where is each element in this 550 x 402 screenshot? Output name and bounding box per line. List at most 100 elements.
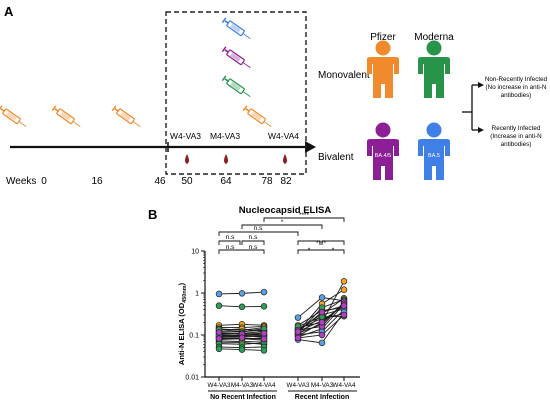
data-point-no-recent-12-1	[238, 303, 246, 311]
sig-left-bottom-2: n.s	[249, 244, 258, 251]
y-tick-label: 0.01	[185, 375, 199, 382]
data-point-no-recent-22-2	[260, 335, 268, 343]
bivalent-pfizer-strain: BA.4/5	[375, 153, 392, 159]
y-tick-label: 1	[195, 291, 199, 298]
blood-drop-icon-1	[185, 154, 189, 164]
syringe-icon-7	[221, 75, 251, 97]
data-point-no-recent-19-0	[215, 290, 223, 298]
week-tick-50: 50	[181, 176, 193, 187]
highlight-box	[165, 11, 307, 175]
outcome-recent-line3: antibodies)	[501, 141, 532, 148]
x-tick-label: W4-VA3	[208, 382, 231, 389]
data-point-recent-17-2	[340, 311, 348, 319]
person-icon-pfizer-bivalent	[367, 122, 399, 180]
timeline-arrowhead	[305, 141, 316, 153]
y-axis-label-close: )	[177, 282, 186, 285]
x-tick-label: W4-VA3	[287, 382, 310, 389]
syringe-icon-3	[111, 105, 141, 127]
x-tick-label: M4-VA3	[311, 382, 334, 389]
data-point-recent-16-1	[318, 308, 326, 316]
person-icon-pfizer-monovalent	[367, 40, 399, 98]
data-point-recent-1-2	[340, 286, 348, 293]
outcome-non-recent-line3: antibodies)	[501, 92, 532, 99]
visit-label-w4-va4: W4-VA4	[268, 131, 299, 141]
data-point-no-recent-22-0	[215, 335, 223, 342]
sig-span-mid: n.s	[254, 225, 263, 232]
x-tick-label: W4-VA4	[253, 382, 276, 389]
week-tick-16: 16	[91, 176, 103, 187]
y-axis-label: Anti-N ELISA (OD450nm)	[177, 282, 188, 365]
syringe-icon-1	[0, 105, 27, 127]
week-tick-46: 46	[154, 176, 166, 187]
outcome-recent: Recently Infected (Increase in anti-N an…	[490, 125, 542, 148]
y-axis-label-main: Anti-N ELISA (OD	[177, 302, 186, 365]
syringe-icon-4	[242, 105, 272, 127]
sig-right-top: ****	[316, 240, 327, 247]
y-tick-label: 10	[191, 249, 199, 256]
data-point-no-recent-21-2	[260, 330, 268, 337]
y-axis-label-line1: Anti-N ELISA (OD450nm)	[177, 282, 188, 365]
data-point-no-recent-12-0	[215, 302, 223, 309]
bivalent-label: Bivalent	[318, 152, 354, 163]
significance-labels: n.s n.s n.s n.s n.s * **** **** * *	[226, 212, 335, 254]
outcome-non-recent-line2: (No increase in anti-N	[486, 84, 547, 91]
data-point-no-recent-18-2	[260, 347, 268, 354]
chart-title: Nucleocapsid ELISA	[239, 205, 332, 216]
group-label-recent: Recent Infection	[295, 394, 349, 401]
arrow-icon-outcome-1	[478, 82, 484, 88]
outcome-non-recent-line1: Non-Recently Infected	[485, 76, 548, 83]
data-point-recent-11-0	[294, 314, 302, 321]
y-tick-label: 0.1	[189, 333, 199, 340]
week-tick-82: 82	[280, 176, 292, 187]
x-tick-label: M4-VA3	[231, 382, 254, 389]
sig-left-top-2: n.s	[249, 234, 258, 241]
bivalent-moderna-strain: BA.5	[428, 153, 440, 159]
data-point-recent-0-2	[340, 278, 348, 285]
x-tick-label: W4-VA4	[333, 382, 356, 389]
week-tick-0: 0	[41, 176, 47, 187]
data-point-recent-17-1	[318, 331, 326, 339]
sig-left-top-1: n.s	[226, 234, 235, 241]
group-label-no-recent: No Recent Infection	[210, 394, 276, 401]
panel-a-label: A	[4, 4, 14, 19]
data-point-recent-16-2	[340, 302, 348, 309]
outcome-non-recent: Non-Recently Infected (No increase in an…	[485, 76, 548, 99]
data-point-no-recent-18-0	[215, 345, 223, 353]
pfizer-header: Pfizer	[370, 32, 396, 43]
moderna-header: Moderna	[414, 32, 454, 43]
syringe-icon-2	[51, 105, 81, 127]
visit-label-w4-va3: W4-VA3	[170, 131, 201, 141]
sig-span-star4: ****	[299, 212, 310, 219]
significance-brackets	[218, 217, 345, 254]
y-axis-ticks: 0.01 0.1 1 10	[185, 249, 205, 382]
data-point-no-recent-21-0	[215, 329, 223, 336]
arrow-icon-outcome-2	[478, 127, 484, 133]
data-point-recent-15-1	[318, 319, 326, 326]
week-tick-78: 78	[261, 176, 273, 187]
data-point-recent-11-1	[318, 294, 326, 301]
outcome-recent-line2: (Increase in anti-N	[490, 133, 542, 140]
data-point-no-recent-22-1	[238, 334, 246, 342]
sig-right-bottom-2: *	[332, 247, 335, 254]
syringe-icon-6	[221, 46, 251, 68]
plot-points	[215, 278, 348, 354]
data-point-no-recent-19-2	[260, 288, 268, 296]
outcome-branch	[462, 84, 478, 131]
visit-label-m4-va3: M4-VA3	[210, 131, 240, 141]
syringe-icon-5	[221, 17, 251, 39]
data-point-no-recent-19-1	[238, 290, 246, 297]
person-icon-moderna-bivalent	[418, 122, 450, 180]
data-point-recent-16-0	[294, 328, 302, 335]
sig-right-bottom-1: *	[308, 247, 311, 254]
x-axis-ticks: W4-VA3 M4-VA3 W4-VA4 W4-VA3 M4-VA3 W4-VA4	[208, 377, 356, 389]
blood-drop-icon-3	[283, 154, 287, 164]
monovalent-label: Monovalent	[318, 70, 370, 81]
data-point-no-recent-18-1	[238, 346, 246, 353]
data-point-recent-13-1	[318, 339, 326, 347]
panel-b-label: B	[148, 207, 157, 222]
week-tick-64: 64	[220, 176, 232, 187]
plot-lines	[218, 281, 345, 351]
y-axis-label-sub: 450nm	[182, 285, 188, 303]
blood-drop-icon-2	[224, 154, 228, 164]
